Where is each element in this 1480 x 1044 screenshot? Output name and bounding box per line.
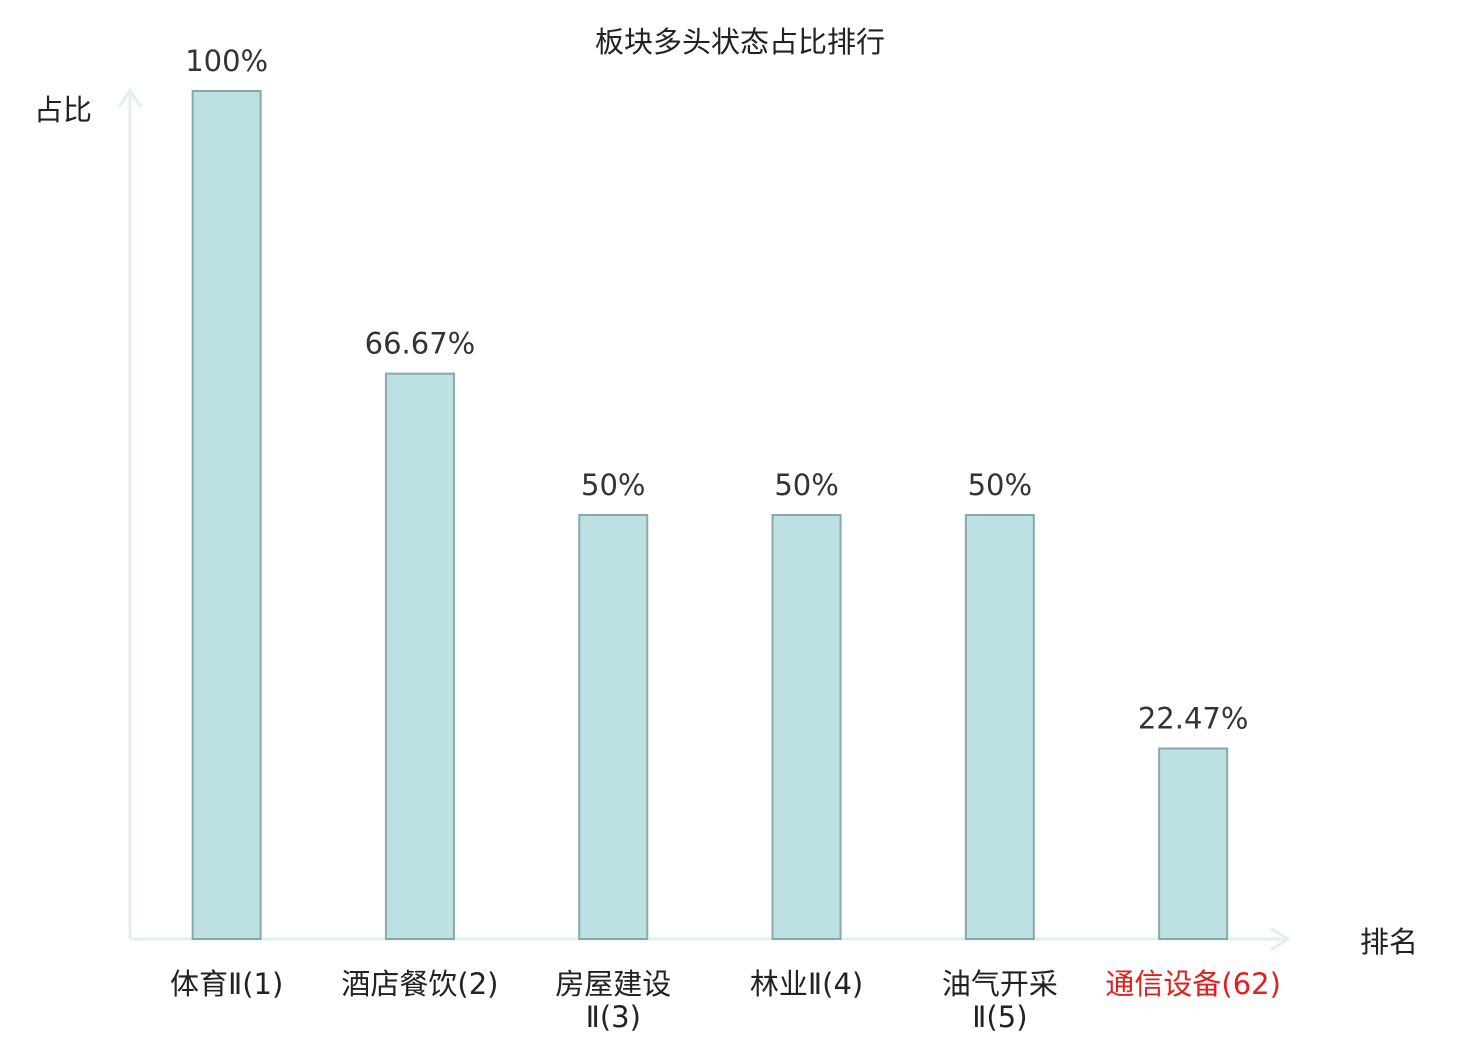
- y-axis-arrow-icon: [118, 87, 142, 108]
- x-tick-label: 房屋建设 Ⅱ(3): [555, 967, 671, 1034]
- x-tick-label: 体育Ⅱ(1): [170, 967, 283, 1001]
- x-axis-arrow-icon: [1270, 927, 1291, 951]
- y-axis-label: 占比: [34, 93, 92, 127]
- x-tick-label-line: Ⅱ(3): [586, 1000, 641, 1034]
- x-tick-label-line: Ⅱ(5): [972, 1000, 1027, 1034]
- x-tick-label-line: 林业Ⅱ(4): [750, 967, 863, 1001]
- x-tick-label-line: 通信设备(62): [1105, 967, 1281, 1001]
- chart-title: 板块多头状态占比排行: [595, 25, 885, 59]
- data-label: 100%: [185, 44, 268, 78]
- bar: [1158, 747, 1229, 940]
- bar: [964, 514, 1035, 940]
- x-tick-label-line: 房屋建设: [555, 967, 671, 1001]
- x-axis-label: 排名: [1360, 925, 1418, 959]
- data-label: 50%: [774, 468, 838, 502]
- data-label: 66.67%: [365, 327, 476, 361]
- bar: [191, 90, 262, 940]
- x-tick-label-line: 油气开采: [942, 967, 1058, 1001]
- x-tick-label-highlight: 通信设备(62): [1105, 967, 1281, 1001]
- x-tick-labels: 体育Ⅱ(1) 酒店餐饮(2) 房屋建设 Ⅱ(3) 林业Ⅱ(4) 油气开采 Ⅱ(5) 通信设备(…: [170, 967, 1281, 1034]
- x-tick-label: 林业Ⅱ(4): [750, 967, 863, 1001]
- bar: [578, 514, 649, 940]
- data-label: 50%: [968, 468, 1032, 502]
- data-label: 50%: [581, 468, 645, 502]
- axes: [118, 87, 1291, 951]
- bar: [771, 514, 842, 940]
- bar: [384, 372, 455, 940]
- data-label: 22.47%: [1138, 701, 1249, 735]
- bars: [191, 90, 1229, 940]
- x-tick-label-line: 体育Ⅱ(1): [170, 967, 283, 1001]
- value-labels: 100% 66.67% 50% 50% 50% 22.47%: [185, 44, 1248, 735]
- x-tick-label: 油气开采 Ⅱ(5): [942, 967, 1058, 1034]
- x-tick-label-line: 酒店餐饮(2): [341, 967, 498, 1001]
- x-tick-label: 酒店餐饮(2): [341, 967, 498, 1001]
